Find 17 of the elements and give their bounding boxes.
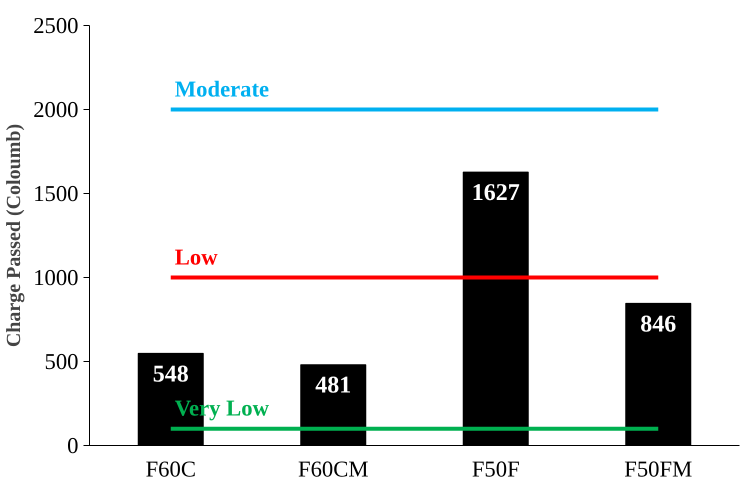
data-label: 1627 xyxy=(472,180,520,206)
ref-line-label: Low xyxy=(174,244,218,270)
y-axis-title: Charge Passed (Coloumb) xyxy=(3,124,26,348)
x-tick-label: F50F xyxy=(472,456,520,482)
y-tick-label: 1000 xyxy=(33,265,78,290)
data-label: 846 xyxy=(640,311,676,338)
x-tick-label: F50FM xyxy=(624,456,692,482)
data-label: 548 xyxy=(152,361,189,388)
y-tick-label: 2500 xyxy=(33,13,78,38)
ref-line-label: Moderate xyxy=(174,76,270,102)
y-tick-label: 1500 xyxy=(33,181,78,206)
x-tick-label: F60C xyxy=(146,456,196,482)
y-tick-label: 2000 xyxy=(33,97,78,122)
y-tick-label: 0 xyxy=(67,433,78,458)
y-tick-label: 500 xyxy=(44,349,78,374)
data-label: 481 xyxy=(315,372,352,399)
x-tick-label: F60CM xyxy=(298,456,369,482)
